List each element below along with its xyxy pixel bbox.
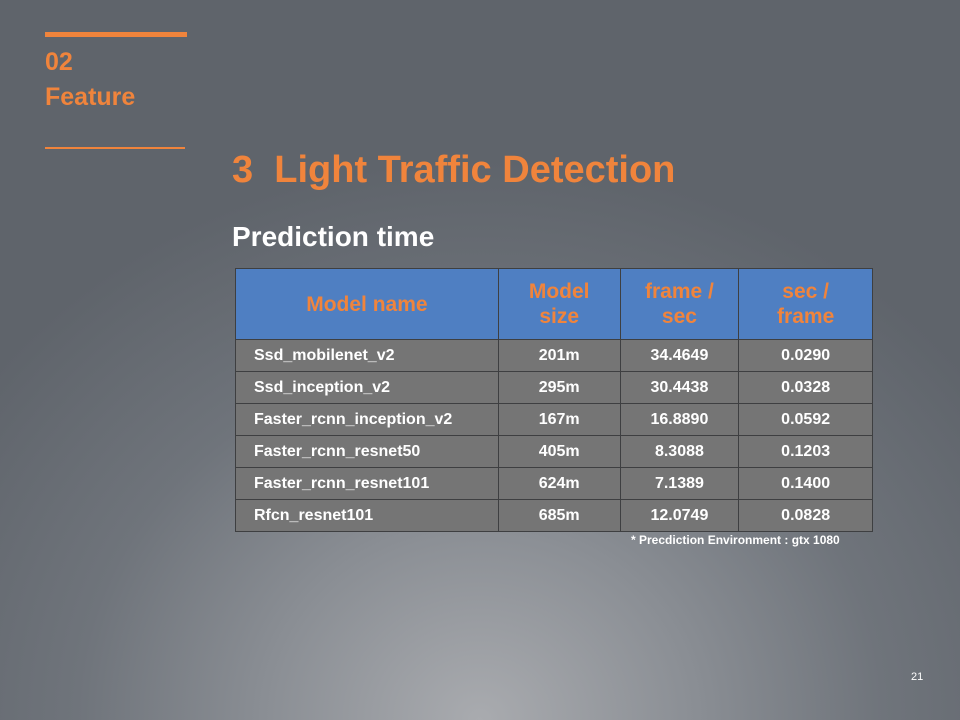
cell-sec-per-frame: 0.0328	[738, 371, 873, 404]
cell-frame-per-sec: 30.4438	[619, 371, 740, 404]
table-row: Ssd_inception_v2 295m 30.4438 0.0328	[235, 371, 873, 404]
cell-sec-per-frame: 0.0290	[738, 339, 873, 372]
cell-sec-per-frame: 0.0592	[738, 403, 873, 436]
prediction-time-table: Model name Model size frame / sec sec / fra…	[235, 268, 873, 532]
cell-model-size: 685m	[497, 499, 621, 532]
cell-frame-per-sec: 34.4649	[619, 339, 740, 372]
header-model-name: Model name	[235, 268, 499, 340]
cell-sec-per-frame: 0.0828	[738, 499, 873, 532]
section-name: Feature	[45, 83, 136, 111]
cell-model-name: Faster_rcnn_inception_v2	[235, 403, 499, 436]
environment-note: * Precdiction Environment : gtx 1080	[631, 533, 840, 547]
cell-frame-per-sec: 16.8890	[619, 403, 740, 436]
cell-model-name: Faster_rcnn_resnet101	[235, 467, 499, 500]
cell-model-size: 405m	[497, 435, 621, 468]
table-header-row: Model name Model size frame / sec sec / fra…	[235, 268, 873, 340]
cell-frame-per-sec: 12.0749	[619, 499, 740, 532]
slide-title: 3 Light Traffic Detection	[232, 149, 676, 191]
section-divider	[45, 147, 185, 149]
cell-model-size: 167m	[497, 403, 621, 436]
table-row: Ssd_mobilenet_v2 201m 34.4649 0.0290	[235, 339, 873, 372]
cell-sec-per-frame: 0.1400	[738, 467, 873, 500]
cell-model-size: 295m	[497, 371, 621, 404]
cell-model-name: Faster_rcnn_resnet50	[235, 435, 499, 468]
header-sec-per-frame: sec / frame	[738, 268, 873, 340]
section-number: 02	[45, 48, 73, 76]
table-row: Rfcn_resnet101 685m 12.0749 0.0828	[235, 499, 873, 532]
section-top-rule	[45, 32, 187, 37]
cell-model-name: Ssd_inception_v2	[235, 371, 499, 404]
cell-model-size: 624m	[497, 467, 621, 500]
header-frame-per-sec: frame / sec	[619, 268, 740, 340]
slide-subtitle: Prediction time	[232, 221, 435, 252]
cell-sec-per-frame: 0.1203	[738, 435, 873, 468]
cell-model-name: Rfcn_resnet101	[235, 499, 499, 532]
table-row: Faster_rcnn_inception_v2 167m 16.8890 0.…	[235, 403, 873, 436]
table-row: Faster_rcnn_resnet50 405m 8.3088 0.1203	[235, 435, 873, 468]
header-model-size: Model size	[497, 268, 621, 340]
table-row: Faster_rcnn_resnet101 624m 7.1389 0.1400	[235, 467, 873, 500]
cell-frame-per-sec: 8.3088	[619, 435, 740, 468]
cell-model-name: Ssd_mobilenet_v2	[235, 339, 499, 372]
cell-model-size: 201m	[497, 339, 621, 372]
page-number: 21	[911, 671, 924, 683]
cell-frame-per-sec: 7.1389	[619, 467, 740, 500]
